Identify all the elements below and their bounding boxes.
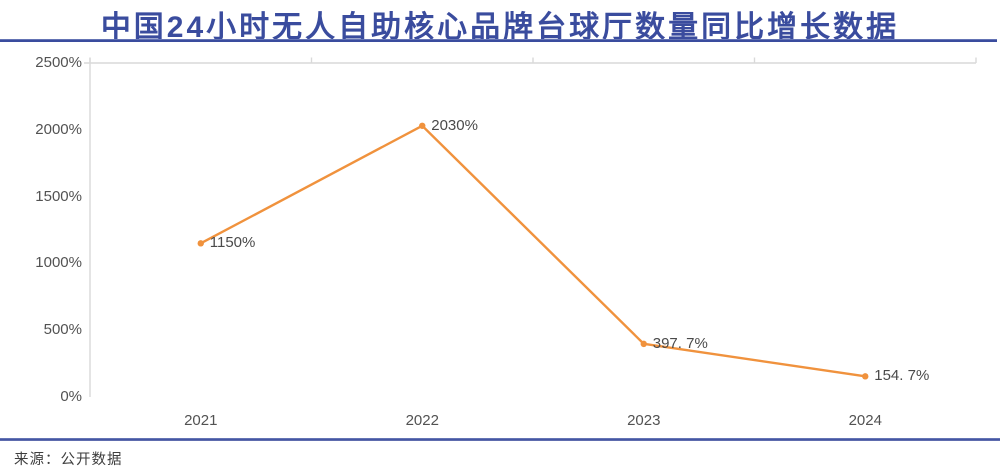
data-point-marker (862, 373, 869, 380)
data-point-label: 397. 7% (652, 334, 708, 352)
y-axis-label: 2500% (35, 54, 82, 71)
growth-line (199, 124, 867, 378)
title-divider (0, 39, 997, 42)
x-axis-label: 2021 (184, 412, 218, 429)
data-point-label: 2030% (431, 116, 478, 134)
y-axis-label: 0% (60, 388, 82, 405)
x-axis-label: 2024 (848, 412, 882, 429)
data-point-marker (419, 122, 426, 129)
source-note: 来源：公开数据 (14, 452, 123, 468)
y-axis-label: 1500% (35, 187, 82, 205)
data-point-label: 1150% (209, 234, 256, 252)
data-point-marker (640, 340, 647, 348)
x-axis-label: 2023 (627, 412, 661, 429)
y-axis-label: 1000% (35, 254, 82, 272)
data-point-marker (197, 240, 204, 247)
footer-divider (0, 438, 1000, 441)
y-axis-label: 500% (43, 321, 82, 339)
chart-title: 中国24小时无人自助核心品牌台球厅数量同比增长数据 (100, 11, 900, 44)
x-axis-label: 2022 (405, 412, 439, 429)
data-point-label: 154. 7% (874, 367, 930, 385)
y-axis-label: 2000% (35, 120, 82, 138)
